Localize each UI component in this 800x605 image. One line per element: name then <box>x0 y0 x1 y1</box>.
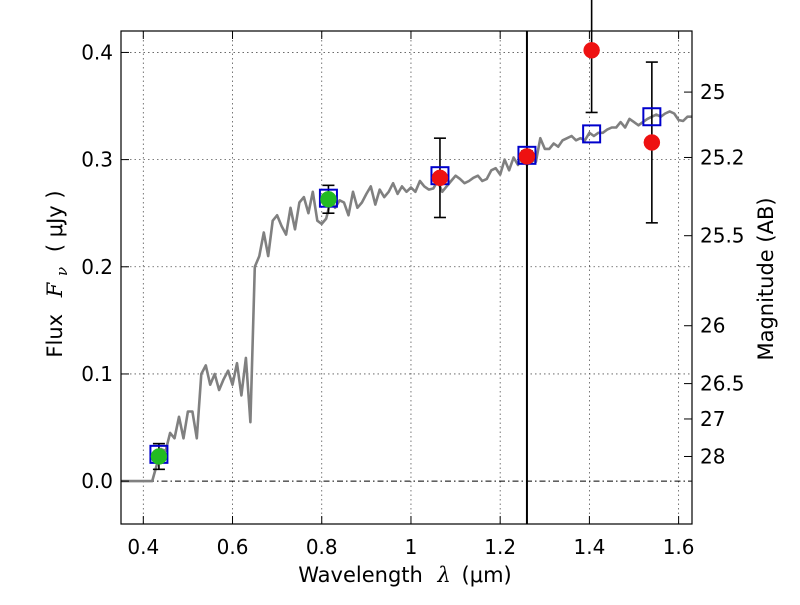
photometry-layer <box>150 42 661 465</box>
y2-tick-label: 28 <box>700 444 725 468</box>
tick-layer: 0.4 0.6 0.8 1 1.2 1.4 1.6 0.0 0.1 0.2 0.3 0.4 25 25.2… <box>81 31 745 559</box>
y-axis-label-symbol: F <box>43 281 67 298</box>
model-square-point <box>642 107 662 127</box>
y-tick-label: 0.0 <box>81 469 113 493</box>
y-tick-label: 0.2 <box>81 255 113 279</box>
x-tick-label: 0.4 <box>127 535 159 559</box>
x-axis-label-unit: (μm) <box>462 563 512 587</box>
photometry-green-point <box>320 191 337 208</box>
y2-tick-label: 27 <box>700 407 725 431</box>
plot-frame <box>120 30 693 525</box>
x-tick-label: 0.8 <box>306 535 338 559</box>
x-tick-label: 0.6 <box>217 535 249 559</box>
grid <box>121 31 692 524</box>
y2-axis-label: Magnitude (AB) <box>754 197 778 360</box>
y-tick-label: 0.1 <box>81 362 113 386</box>
photometry-red-point <box>518 148 536 165</box>
y2-tick-label: 25.5 <box>700 224 745 248</box>
error-bar-layer <box>152 0 658 471</box>
x-tick-label: 1.4 <box>573 535 605 559</box>
y-tick-label: 0.3 <box>81 148 113 172</box>
sed-model-line <box>121 110 692 483</box>
photometry-red-point <box>643 134 661 151</box>
model-square-layer <box>149 107 662 464</box>
photometry-red-point <box>583 42 600 59</box>
photometry-green-point <box>150 448 168 465</box>
x-tick-label: 1 <box>405 535 418 559</box>
y-axis-label-unit: ( μJy ) <box>43 190 67 252</box>
x-axis-label: Wavelength λ (μm) <box>298 563 511 587</box>
sed-line-layer <box>121 110 692 483</box>
model-square-point <box>582 124 602 144</box>
x-tick-label: 1.6 <box>663 535 695 559</box>
x-axis-label-symbol: λ <box>437 563 451 587</box>
y-axis-label-subscript: ν <box>53 267 71 276</box>
y2-tick-label: 26.5 <box>700 372 745 396</box>
y-tick-label: 0.4 <box>81 40 113 64</box>
y2-tick-label: 26 <box>700 314 725 338</box>
photometry-red-point <box>431 169 449 187</box>
x-axis-label-prefix: Wavelength <box>298 563 423 587</box>
y-axis-label-prefix: Flux <box>43 314 67 358</box>
y2-tick-label: 25.2 <box>700 145 745 169</box>
y-axis-label: Flux F ν ( μJy ) <box>43 190 72 357</box>
y2-tick-label: 25 <box>700 80 725 104</box>
x-tick-label: 1.2 <box>484 535 516 559</box>
